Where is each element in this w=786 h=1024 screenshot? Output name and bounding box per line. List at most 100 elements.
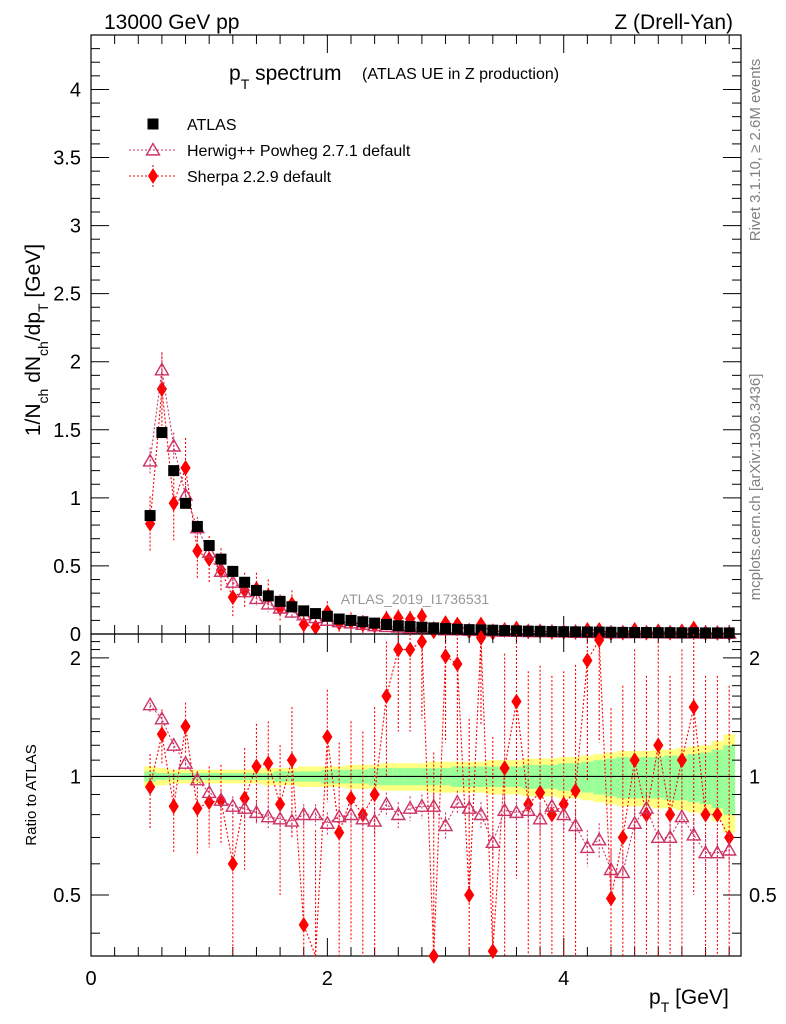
ratio-herwig-point [437, 817, 454, 832]
ratio-herwig-point [296, 806, 312, 821]
sherpa-point [192, 543, 203, 559]
atlas-point [168, 465, 180, 477]
ratio-sherpa-point [664, 806, 676, 823]
legend-entry-label: ATLAS [187, 117, 237, 134]
ratio-herwig-point [615, 864, 631, 879]
ratio-sherpa-point [204, 794, 215, 811]
sherpa-point [156, 381, 168, 397]
ratio-sherpa-point [475, 629, 487, 646]
header-right-label: Z (Drell-Yan) [614, 11, 733, 34]
legend-sherpa-marker [147, 168, 159, 184]
ratio-herwig-point [166, 737, 182, 751]
atlas-point [640, 627, 652, 639]
ratio-herwig-point [674, 808, 690, 823]
legend: ATLAS Herwig++ Powheg 2.7.1 default Sherpa… [129, 117, 411, 187]
legend-atlas-marker [147, 118, 159, 130]
ratio-herwig-point [177, 755, 194, 769]
ratio-sherpa-point [144, 779, 156, 795]
ratio-herwig-point [260, 808, 276, 823]
ratio-sherpa-point [168, 798, 179, 815]
ratio-herwig-point [709, 844, 726, 859]
sherpa-point [168, 495, 179, 512]
atlas-point [711, 627, 723, 639]
atlas-point [546, 626, 558, 638]
ratio-sherpa-point [464, 887, 475, 903]
ratio-sherpa-point [251, 758, 262, 775]
main-y-tick-label: 0 [70, 624, 81, 646]
ratio-herwig-point [319, 815, 336, 829]
title-main: p [229, 62, 241, 85]
ratio-band-stat [593, 760, 606, 795]
ratio-herwig-point [378, 796, 395, 810]
atlas-point [250, 584, 262, 596]
legend-herwig-marker [145, 142, 161, 156]
atlas-point [558, 626, 570, 638]
ratio-herwig-point [626, 815, 643, 829]
atlas-point [239, 576, 251, 588]
main-y-tick-label: 2 [70, 352, 81, 374]
atlas-point [440, 623, 452, 635]
atlas-point [534, 625, 546, 637]
ratio-band-stat [616, 757, 629, 799]
ratio-herwig-point [508, 804, 525, 819]
sherpa-point [227, 589, 238, 606]
atlas-point [723, 627, 735, 639]
herwig-point [225, 574, 241, 588]
ratio-herwig-point [579, 839, 596, 854]
atlas-point [676, 627, 688, 639]
ratio-herwig-point [154, 710, 170, 725]
atlas-point [688, 627, 700, 639]
ratio-band-stat [711, 749, 724, 809]
atlas-point [487, 624, 499, 636]
herwig-point [236, 583, 253, 598]
ratio-y-tick-label-right: 1 [749, 766, 760, 788]
ratio-herwig-point [343, 806, 359, 821]
mcplots-label: mcplots.cern.ch [arXiv:1306.3436] [747, 374, 764, 601]
ratio-sherpa-point [558, 796, 569, 813]
subtitle: (ATLAS UE in Z production) [362, 66, 559, 83]
ratio-sherpa-point [369, 786, 380, 803]
main-y-tick-label: 1 [70, 488, 81, 510]
ratio-herwig-point [473, 806, 489, 821]
ratio-herwig-point [449, 794, 466, 808]
atlas-point [463, 624, 475, 636]
herwig-point [142, 453, 158, 467]
ratio-y-tick-label: 2 [70, 648, 81, 670]
herwig-point [166, 438, 182, 452]
atlas-point [416, 621, 428, 633]
atlas-point [510, 625, 522, 637]
atlas-point [215, 553, 227, 565]
ratio-herwig-point [355, 811, 371, 825]
atlas-point [593, 626, 605, 638]
ratio-sherpa-point [605, 890, 617, 907]
main-title: pT spectrum (ATLAS UE in Z production) [229, 62, 559, 92]
atlas-point [310, 608, 322, 620]
ratio-herwig-point [307, 806, 324, 821]
herwig-point [272, 600, 288, 614]
sherpa-point [180, 459, 191, 476]
ratio-herwig-point [544, 798, 560, 812]
ratio-herwig-point [272, 811, 288, 825]
herwig-point [154, 361, 170, 376]
herwig-point [201, 544, 217, 558]
ratio-frame [90, 633, 742, 957]
legend-entry-label: Herwig++ Powheg 2.7.1 default [187, 143, 411, 160]
ratio-sherpa-point [334, 824, 345, 841]
main-y-tick-label: 3.5 [53, 148, 81, 170]
ratio-y-tick-label: 0.5 [53, 885, 81, 907]
ratio-herwig-point [225, 798, 241, 812]
atlas-point [203, 540, 215, 552]
atlas-point [451, 623, 463, 635]
ratio-herwig-point [485, 834, 501, 848]
ratio-herwig-point [426, 798, 442, 812]
atlas-point [570, 626, 582, 638]
ratio-herwig-point [650, 829, 666, 844]
x-axis-label: pT [GeV] [649, 986, 729, 1015]
ratio-band-stat [699, 752, 712, 805]
ratio-herwig-point [532, 811, 548, 825]
ratio-sherpa-point [499, 760, 510, 777]
atlas-point [522, 625, 534, 637]
ratio-sherpa-point [263, 755, 274, 772]
ratio-herwig-point [697, 844, 714, 859]
